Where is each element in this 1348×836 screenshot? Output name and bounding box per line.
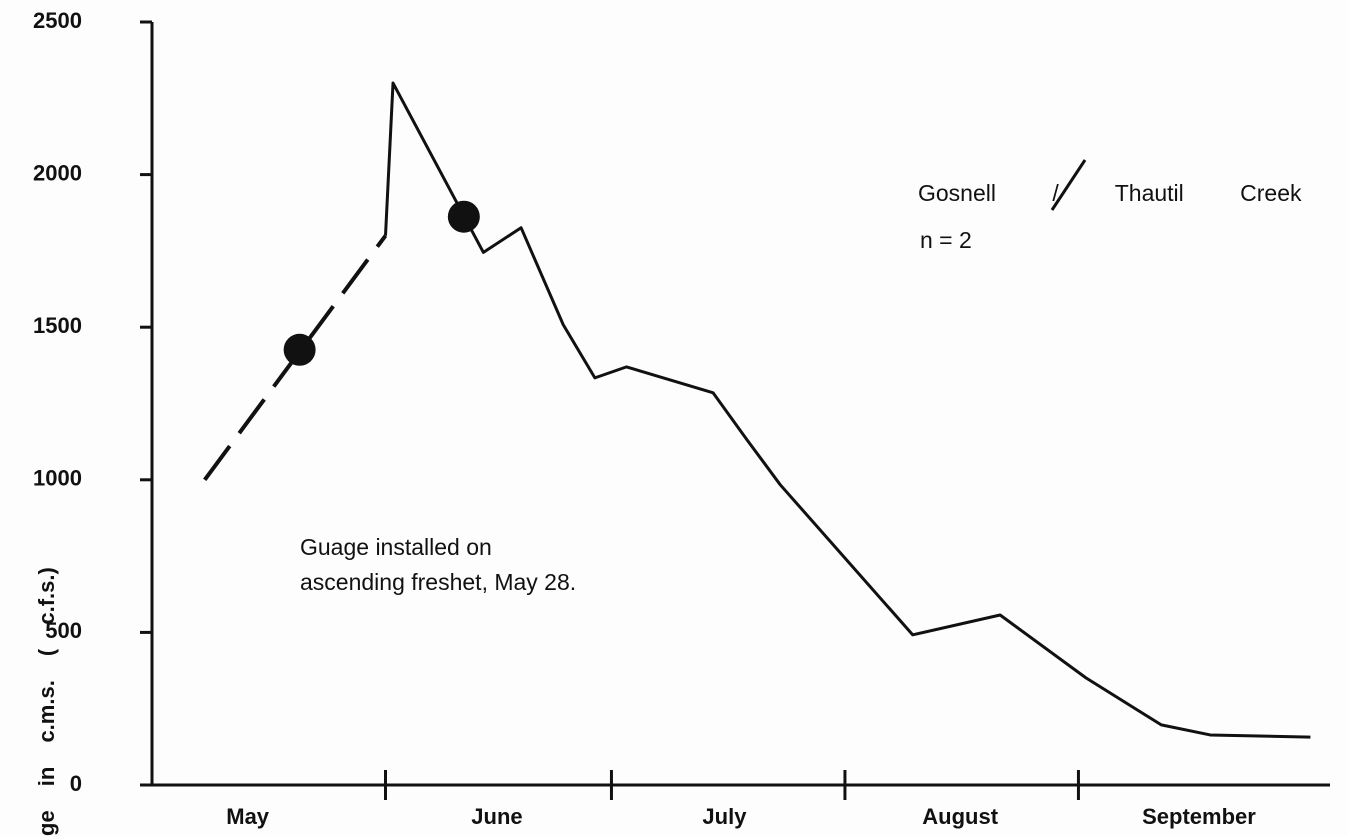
subtitle: n = 2 [920, 227, 972, 253]
x-tick-label: May [226, 804, 270, 829]
annotation: ascending freshet, May 28. [300, 569, 576, 595]
y-tick-label: 2500 [33, 8, 82, 33]
title-slash [1050, 159, 1087, 211]
y-tick-label: 0 [70, 771, 82, 796]
x-tick-label: September [1142, 804, 1256, 829]
chart-title: Gosnell / Thautil Creek [918, 180, 1302, 206]
y-tick-label: 1000 [33, 466, 82, 491]
x-tick-label: June [471, 804, 522, 829]
line-series [383, 81, 1311, 739]
y-tick-label: 2000 [33, 160, 82, 185]
y-axis-label: ge in c.m.s. ( c.f.s.) [34, 567, 59, 836]
x-tick-label: July [702, 804, 747, 829]
y-tick-label: 1500 [33, 313, 82, 338]
y-tick-label: 500 [45, 618, 82, 643]
x-tick-label: August [922, 804, 998, 829]
data-point [447, 200, 480, 233]
data-point [283, 333, 316, 366]
annotation: Guage installed on [300, 534, 492, 560]
